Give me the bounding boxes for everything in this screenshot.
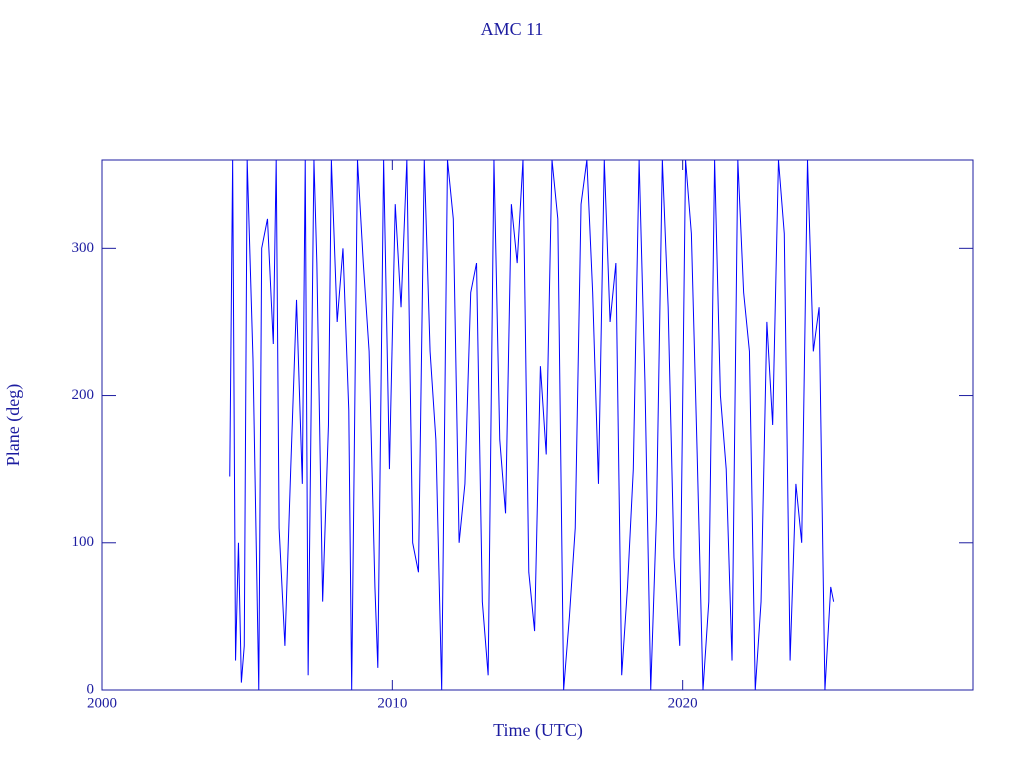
x-tick-label: 2010 — [377, 695, 407, 711]
y-tick-label: 300 — [72, 240, 95, 256]
chart-title: AMC 11 — [481, 19, 544, 39]
plot-frame — [101, 159, 974, 691]
y-tick-label: 100 — [72, 534, 95, 550]
y-tick-label: 0 — [87, 681, 95, 697]
x-tick-label: 2000 — [87, 695, 117, 711]
y-axis-label: Plane (deg) — [3, 384, 24, 466]
x-axis-label: Time (UTC) — [493, 720, 583, 741]
y-tick-label: 200 — [72, 387, 95, 403]
x-tick-label: 2020 — [668, 695, 698, 711]
data-line — [229, 159, 835, 691]
